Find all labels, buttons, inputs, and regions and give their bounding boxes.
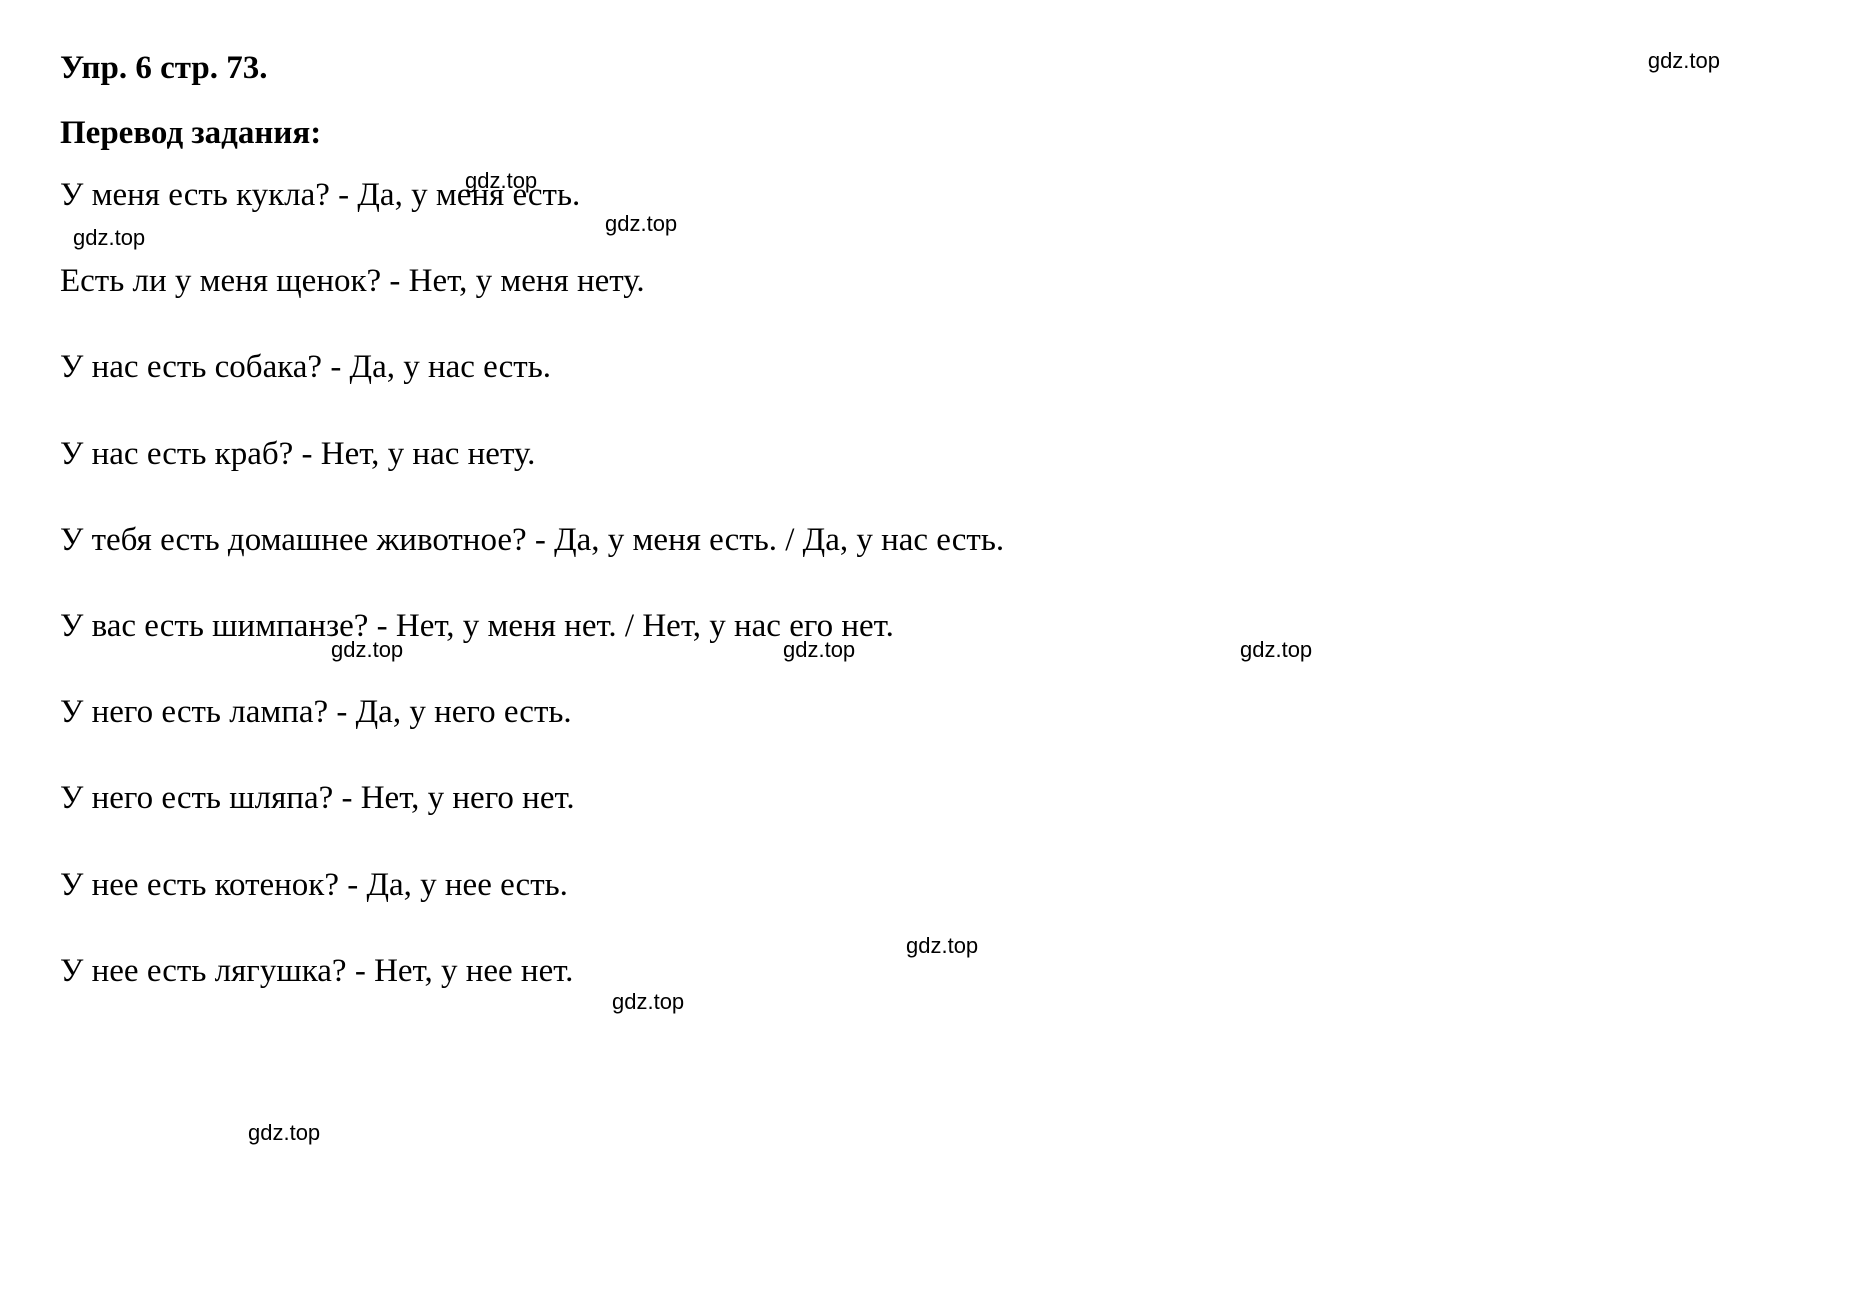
watermark-text: gdz.top (906, 933, 978, 959)
watermark-text: gdz.top (73, 225, 145, 251)
watermark-text: gdz.top (331, 637, 403, 663)
qa-line: У вас есть шимпанзе? - Нет, у меня нет. … (60, 603, 1790, 649)
qa-line: У нас есть краб? - Нет, у нас нету. (60, 431, 1790, 477)
exercise-title: Упр. 6 стр. 73. (60, 50, 268, 87)
watermark-text: gdz.top (465, 168, 537, 194)
watermark-text: gdz.top (783, 637, 855, 663)
header-row: Упр. 6 стр. 73. (60, 50, 1790, 87)
qa-line: Есть ли у меня щенок? - Нет, у меня нету… (60, 258, 1790, 304)
qa-line: У него есть шляпа? - Нет, у него нет. (60, 775, 1790, 821)
qa-line: У нее есть котенок? - Да, у нее есть. (60, 862, 1790, 908)
watermark-text: gdz.top (612, 989, 684, 1015)
qa-line: У меня есть кукла? - Да, у меня есть. (60, 172, 1790, 218)
watermark-text: gdz.top (248, 1120, 320, 1146)
qa-line: У него есть лампа? - Да, у него есть. (60, 689, 1790, 735)
translation-subtitle: Перевод задания: (60, 115, 1790, 152)
watermark-text: gdz.top (1648, 48, 1720, 74)
qa-line: У нас есть собака? - Да, у нас есть. (60, 344, 1790, 390)
watermark-text: gdz.top (1240, 637, 1312, 663)
qa-line: У тебя есть домашнее животное? - Да, у м… (60, 517, 1790, 563)
watermark-text: gdz.top (605, 211, 677, 237)
